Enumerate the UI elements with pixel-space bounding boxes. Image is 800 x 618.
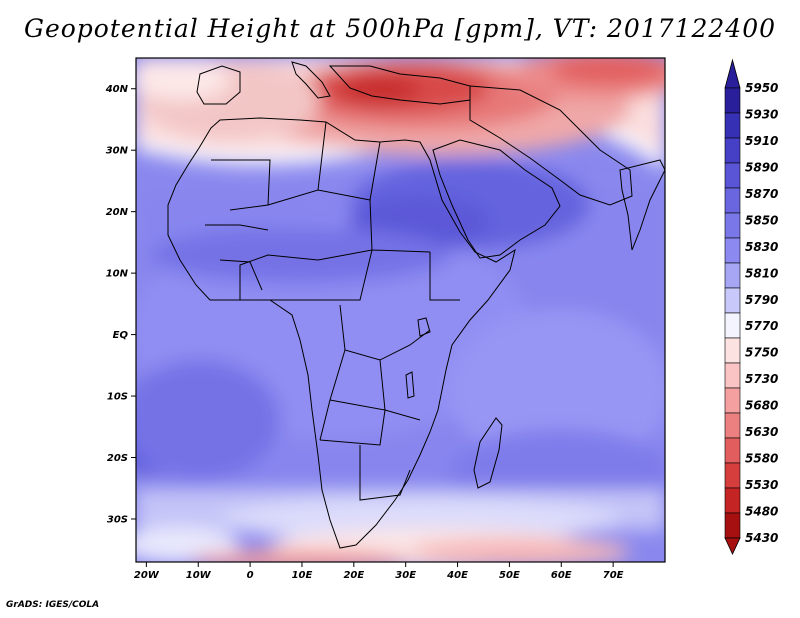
colorbar-swatch [724,87,741,114]
lat-tick-label: 20S [107,453,128,464]
colorbar-swatch [724,287,741,314]
colorbar-label: 5680 [745,399,778,413]
lon-tick-label: 20E [343,570,364,581]
grads-credit: GrADS: IGES/COLA [6,600,100,610]
madagascar [473,417,503,489]
colorbar: 5950 5930 5910 5890 5870 5850 5830 5810 5790 5770… [724,58,778,555]
colorbar-swatch [724,337,741,364]
colorbar-swatch [724,487,741,514]
colorbar-label: 5870 [745,187,778,201]
italy [291,61,331,99]
colorbar-label: 5890 [745,160,778,174]
lat-tick-label: 30S [107,514,128,525]
colorbar-swatch [724,212,741,239]
lat-tick-label: 10N [106,269,129,280]
colorbar-label: 5480 [745,505,778,519]
india [619,159,665,251]
colorbar-label: 5430 [745,531,778,545]
country-borders [205,121,460,501]
height-field [136,58,665,562]
colorbar-label: 5750 [745,346,778,360]
colorbar-underflow-arrow [724,537,741,555]
iberia [196,65,241,105]
colorbar-swatch [724,137,741,164]
lon-tick-label: 0 [247,570,254,581]
colorbar-label: 5850 [745,213,778,227]
lon-tick-label: 40E [446,570,468,581]
colorbar-label: 5730 [745,372,778,386]
lon-tick-label: 50E [499,570,520,581]
colorbar-label: 5930 [745,107,778,121]
lon-tick-label: 60E [551,570,572,581]
lon-tick-label: 70E [603,570,624,581]
colorbar-label: 5630 [745,425,778,439]
colorbar-swatch [724,512,741,539]
colorbar-label: 5790 [745,293,778,307]
colorbar-label: 5830 [745,240,778,254]
lat-tick-label: 10S [107,392,128,403]
colorbar-swatch [724,412,741,439]
lon-tick-label: 10E [292,570,313,581]
africa-coastline [167,117,516,549]
plot-frame [135,57,666,563]
lon-tick-label: 10W [186,570,212,581]
colorbar-swatch [724,437,741,464]
colorbar-swatch [724,312,741,339]
lat-tick-label: 40N [105,84,129,95]
colorbar-swatch [724,462,741,489]
middle-east [469,85,633,206]
colorbar-label: 5580 [745,452,778,466]
colorbar-swatch [724,362,741,389]
colorbar-label: 5950 [745,81,778,95]
colorbar-swatch [724,112,741,139]
lon-tick-label: 20W [134,570,160,581]
arabian-peninsula [432,139,561,259]
colorbar-label: 5910 [745,134,778,148]
colorbar-overflow-arrow [724,58,741,89]
colorbar-swatch [724,162,741,189]
lon-tick-label: 30E [395,570,416,581]
lakes [405,317,431,399]
colorbar-swatch [724,262,741,289]
lat-tick-label: 30N [106,146,129,157]
lat-tick-label: 20N [106,207,129,218]
colorbar-swatch [724,187,741,214]
coastlines-borders [167,61,665,549]
chart-title: Geopotential Height at 500hPa [gpm], VT:… [23,14,777,43]
lat-tick-label: EQ [113,330,129,341]
colorbar-swatch [724,237,741,264]
longitude-axis: 20W 10W 0 10E 20E 30E 40E 50E 60E 70E [134,562,624,581]
colorbar-label: 5770 [745,319,778,333]
colorbar-swatch [724,387,741,414]
latitude-axis: 40N 30N 20N 10N EQ 10S 20S 30S [105,84,136,525]
colorbar-label: 5530 [745,478,778,492]
colorbar-label: 5810 [745,266,778,280]
